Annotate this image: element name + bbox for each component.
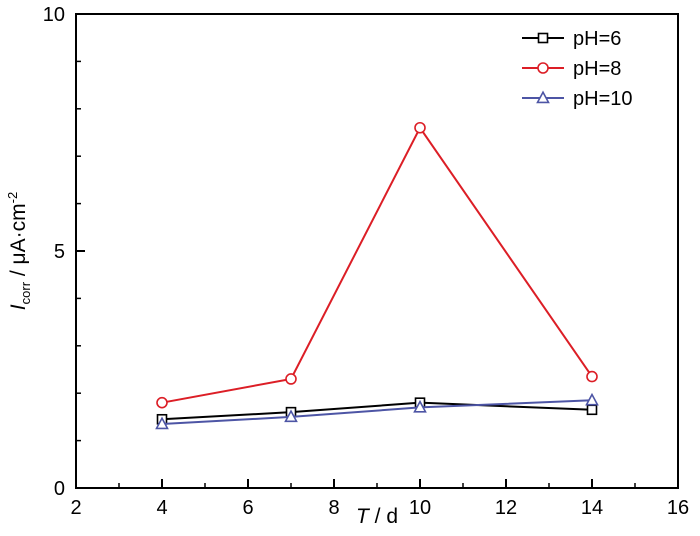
- series-line-pH=8: [161, 125, 593, 404]
- x-tick-label: 4: [156, 497, 167, 519]
- x-tick-label: 2: [70, 497, 81, 519]
- series-marker-pH=8: [285, 373, 297, 385]
- series-line-pH=6: [161, 401, 593, 421]
- legend-label-pH=8: pH=8: [573, 58, 621, 80]
- series-marker-pH=10: [284, 409, 298, 423]
- x-axis-label-unit: / d: [369, 505, 398, 528]
- series-marker-pH=10: [413, 399, 427, 413]
- y-tick-label: 5: [54, 241, 65, 263]
- x-axis-label: T / d: [356, 505, 398, 528]
- chart-layer: 2 4 6 8 10 12 14 16 0 5 10 pH=6 pH=8 pH=10: [43, 4, 689, 519]
- x-tick-label: 10: [409, 497, 431, 519]
- x-tick-label: 14: [581, 497, 603, 519]
- y-axis-label-unit: / μA·cm: [7, 203, 30, 282]
- y-axis-label-subscript: corr: [18, 281, 33, 304]
- x-tick-label: 16: [667, 497, 689, 519]
- y-axis-label-variable: I: [7, 304, 30, 310]
- x-tick-label: 6: [242, 497, 253, 519]
- legend-marker-pH=10: [536, 90, 550, 104]
- x-axis-label-variable: T: [356, 505, 371, 528]
- series-marker-pH=8: [414, 121, 426, 134]
- series-line-pH=10: [161, 399, 593, 426]
- series-marker-pH=10: [155, 416, 169, 430]
- y-axis-label-superscript: -2: [5, 192, 20, 204]
- series-marker-pH=6: [586, 404, 598, 416]
- series-marker-pH=10: [585, 392, 599, 406]
- legend-marker-pH=6: [537, 32, 549, 44]
- plot-frame: [75, 13, 679, 489]
- y-axis-label: Icorr / μA·cm-2: [5, 192, 33, 310]
- series-marker-pH=8: [586, 370, 598, 383]
- y-tick-label: 10: [43, 4, 65, 26]
- legend-label-pH=6: pH=6: [573, 28, 621, 50]
- x-tick-label: 12: [495, 497, 517, 519]
- series-marker-pH=8: [156, 396, 168, 409]
- x-tick-label: 8: [328, 497, 339, 519]
- legend-marker-pH=8: [537, 62, 549, 74]
- legend-label-pH=10: pH=10: [573, 88, 633, 110]
- y-tick-label: 0: [54, 478, 65, 500]
